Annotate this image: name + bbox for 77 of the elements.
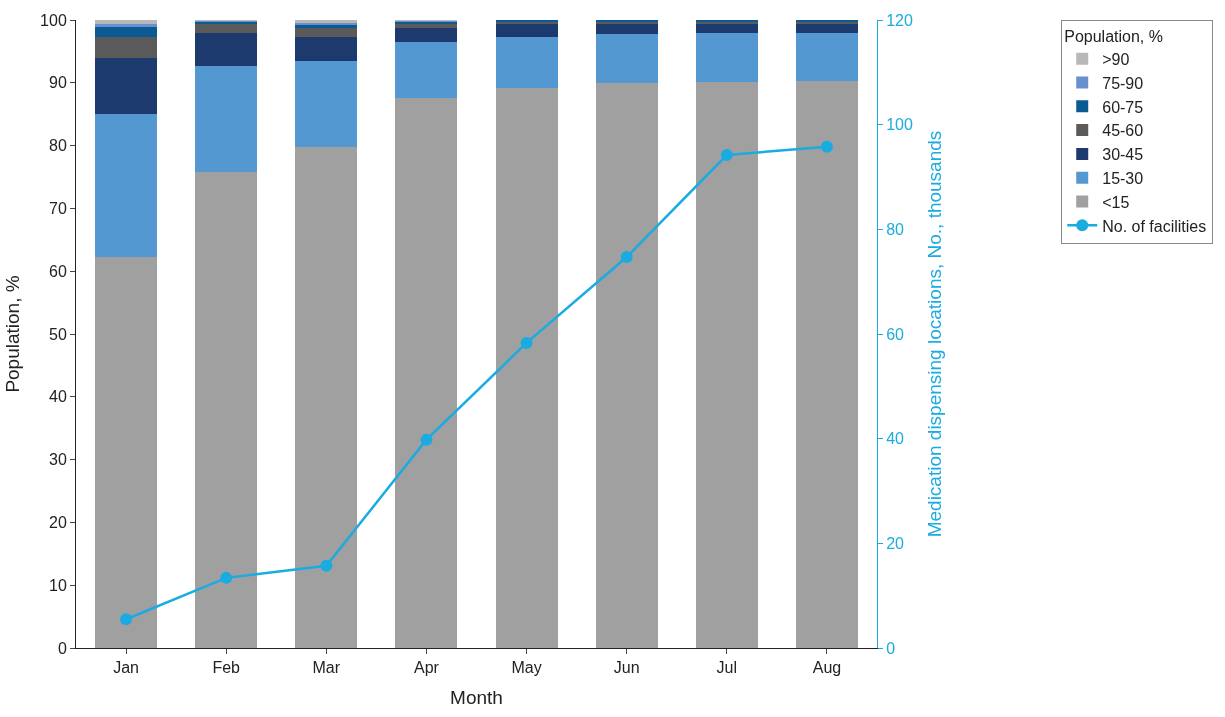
y-tick-label: 10	[49, 576, 67, 594]
x-tick-label: Jun	[613, 659, 640, 677]
x-tick-label: May	[511, 659, 542, 677]
y-tick-label: 80	[49, 137, 67, 155]
bar	[395, 24, 458, 29]
bar	[595, 33, 658, 84]
bar	[395, 41, 458, 98]
y2-tick-label: 40	[886, 430, 905, 448]
bar	[95, 36, 158, 59]
bar	[295, 28, 358, 37]
point	[520, 336, 533, 349]
bar	[95, 256, 158, 648]
point	[320, 559, 333, 572]
bar	[695, 32, 758, 83]
x-tick-label: Jul	[716, 659, 738, 677]
point	[220, 571, 233, 584]
bar	[795, 32, 858, 81]
bar	[95, 113, 158, 257]
y-tick-label: 60	[49, 262, 67, 280]
x-tick-label: Apr	[413, 659, 440, 677]
bar	[295, 61, 358, 148]
y-tick-label: 40	[49, 388, 67, 406]
y2-tick-label: 60	[886, 325, 905, 343]
y2-tick-label: 20	[886, 534, 905, 552]
bar	[95, 20, 158, 25]
bar	[195, 171, 258, 648]
bar	[795, 23, 858, 33]
bar	[595, 83, 658, 648]
y-tick-label: 20	[49, 514, 67, 531]
legend-label: 15-30	[1102, 169, 1144, 187]
y2-tick-label: 100	[886, 116, 913, 134]
x-tick-label: Feb	[212, 659, 241, 677]
bar	[795, 80, 858, 648]
bar	[95, 58, 158, 114]
x-axis-title: Month	[450, 687, 503, 708]
bar	[195, 66, 258, 172]
bar	[95, 26, 158, 37]
y-tick-label: 70	[49, 200, 67, 217]
y2-tick-label: 0	[886, 639, 896, 657]
point	[720, 149, 733, 162]
y-tick-label: 50	[49, 325, 67, 343]
bar	[295, 36, 358, 62]
point	[820, 140, 833, 153]
y2-tick-label: 120	[886, 11, 913, 29]
x-tick-label: Jan	[113, 659, 139, 677]
y2-tick-label: 80	[886, 220, 905, 238]
legend-label: 45-60	[1102, 122, 1144, 140]
y-tick-label: 90	[49, 74, 67, 92]
legend-label: >90	[1102, 50, 1130, 68]
point	[120, 613, 133, 626]
point	[420, 433, 433, 446]
bar	[295, 147, 358, 648]
bar	[395, 97, 458, 648]
bar	[395, 28, 458, 42]
y-tick-label: 100	[40, 11, 67, 29]
bar	[695, 23, 758, 33]
y2-axis-title: Medication dispensing locations, No., thousands	[923, 130, 945, 538]
legend-title: Population, %	[1064, 27, 1163, 45]
bar	[695, 82, 758, 648]
y-tick-label: 30	[49, 451, 67, 469]
legend-label: 30-45	[1102, 146, 1144, 164]
bar	[95, 24, 158, 27]
y-tick-label: 0	[57, 639, 67, 657]
y-axis-title: Population, %	[1, 275, 23, 393]
legend-label: No. of facilities	[1102, 217, 1207, 235]
bar	[195, 23, 258, 33]
x-tick-label: Mar	[312, 659, 341, 677]
bar	[195, 32, 258, 67]
x-tick-label: Aug	[812, 659, 842, 677]
bar	[595, 23, 658, 34]
legend-label: <15	[1102, 193, 1130, 211]
legend-label: 60-75	[1102, 98, 1144, 116]
bar	[495, 23, 558, 37]
bar	[495, 36, 558, 88]
legend-label: 75-90	[1102, 74, 1144, 92]
bar	[495, 87, 558, 648]
point	[620, 251, 633, 264]
